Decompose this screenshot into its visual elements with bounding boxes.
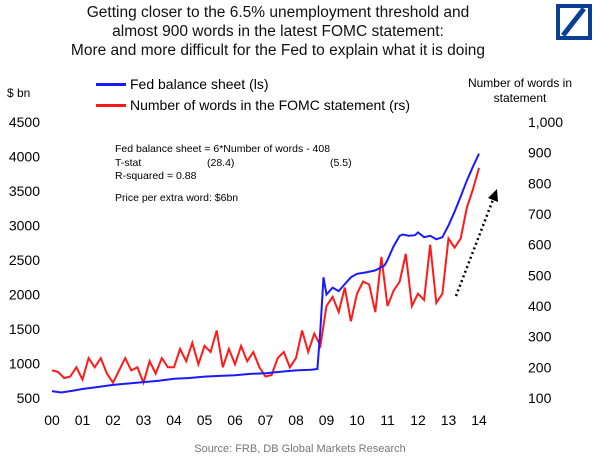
regression-annotation: Fed balance sheet = 6*Number of words - … [115, 143, 352, 205]
annotation-tstat-2: (5.5) [330, 156, 352, 169]
title-line-3: More and more difficult for the Fed to e… [70, 42, 486, 59]
x-tick-label: 09 [319, 412, 335, 428]
annotation-tstat-row: T-stat (28.4) (5.5) [115, 156, 352, 171]
x-tick-label: 14 [471, 412, 487, 428]
x-tick-label: 12 [410, 412, 426, 428]
title-line-1: Getting closer to the 6.5% unemployment … [86, 4, 470, 21]
right-axis-unit-line-2: statement [493, 91, 547, 105]
y-right-tick-label: 1,000 [528, 114, 563, 130]
annotation-price: Price per extra word: $6bn [115, 191, 239, 204]
y-left-tick-label: 4000 [9, 149, 40, 165]
y-right-tick-label: 700 [528, 206, 552, 222]
x-tick-label: 13 [441, 412, 457, 428]
legend: Fed balance sheet (ls) Number of words i… [96, 74, 410, 116]
right-axis-unit-line-1: Number of words in [467, 76, 573, 90]
x-tick-label: 03 [136, 412, 152, 428]
words-series-line [51, 167, 480, 386]
annotation-tstat-label: T-stat [115, 156, 142, 169]
y-left-tick-label: 500 [17, 390, 41, 406]
left-axis-unit: $ bn [7, 86, 31, 100]
x-tick-label: 07 [258, 412, 274, 428]
legend-label-words: Number of words in the FOMC statement (r… [130, 97, 411, 113]
y-left-tick-label: 2000 [9, 287, 40, 303]
annotation-tstat-1: (28.4) [207, 156, 235, 169]
x-tick-label: 02 [105, 412, 121, 428]
y-right-tick-label: 800 [528, 175, 552, 191]
title-line-2: almost 900 words in the latest FOMC stat… [112, 23, 444, 40]
x-tick-label: 01 [75, 412, 91, 428]
legend-swatch-words [96, 103, 126, 107]
legend-item-words: Number of words in the FOMC statement (r… [96, 95, 410, 116]
y-right-tick-label: 100 [528, 390, 552, 406]
y-right-tick-label: 600 [528, 237, 552, 253]
x-tick-label: 00 [44, 412, 60, 428]
annotation-equation: Fed balance sheet = 6*Number of words - … [115, 143, 331, 155]
trend-arrow [454, 196, 496, 297]
y-left-tick-label: 4500 [9, 114, 40, 130]
trend-arrow-head [488, 189, 498, 202]
legend-item-balance: Fed balance sheet (ls) [96, 74, 410, 95]
x-tick-label: 05 [197, 412, 213, 428]
x-tick-label: 10 [349, 412, 365, 428]
y-left-tick-label: 3500 [9, 183, 40, 199]
legend-label-balance: Fed balance sheet (ls) [130, 76, 269, 92]
annotation-r-squared: R-squared = 0.88 [115, 170, 197, 182]
x-tick-label: 04 [166, 412, 182, 428]
x-tick-label: 08 [288, 412, 304, 428]
y-left-tick-label: 1000 [9, 356, 40, 372]
legend-swatch-balance [96, 82, 126, 86]
y-left-tick-label: 3000 [9, 218, 40, 234]
right-axis-unit: Number of words in statement [455, 76, 585, 106]
balance-series-line [51, 153, 480, 394]
y-right-tick-label: 400 [528, 298, 552, 314]
x-tick-label: 11 [380, 412, 395, 428]
x-tick-label: 06 [227, 412, 243, 428]
chart-title: Getting closer to the 6.5% unemployment … [0, 3, 556, 60]
source-note: Source: FRB, DB Global Markets Research [194, 443, 406, 455]
y-left-tick-label: 2500 [9, 252, 40, 268]
y-right-tick-label: 500 [528, 267, 552, 283]
y-right-tick-label: 300 [528, 329, 552, 345]
y-left-tick-label: 1500 [9, 321, 40, 337]
y-right-tick-label: 200 [528, 359, 552, 375]
y-right-tick-label: 900 [528, 145, 552, 161]
deutsche-bank-logo [556, 4, 592, 40]
